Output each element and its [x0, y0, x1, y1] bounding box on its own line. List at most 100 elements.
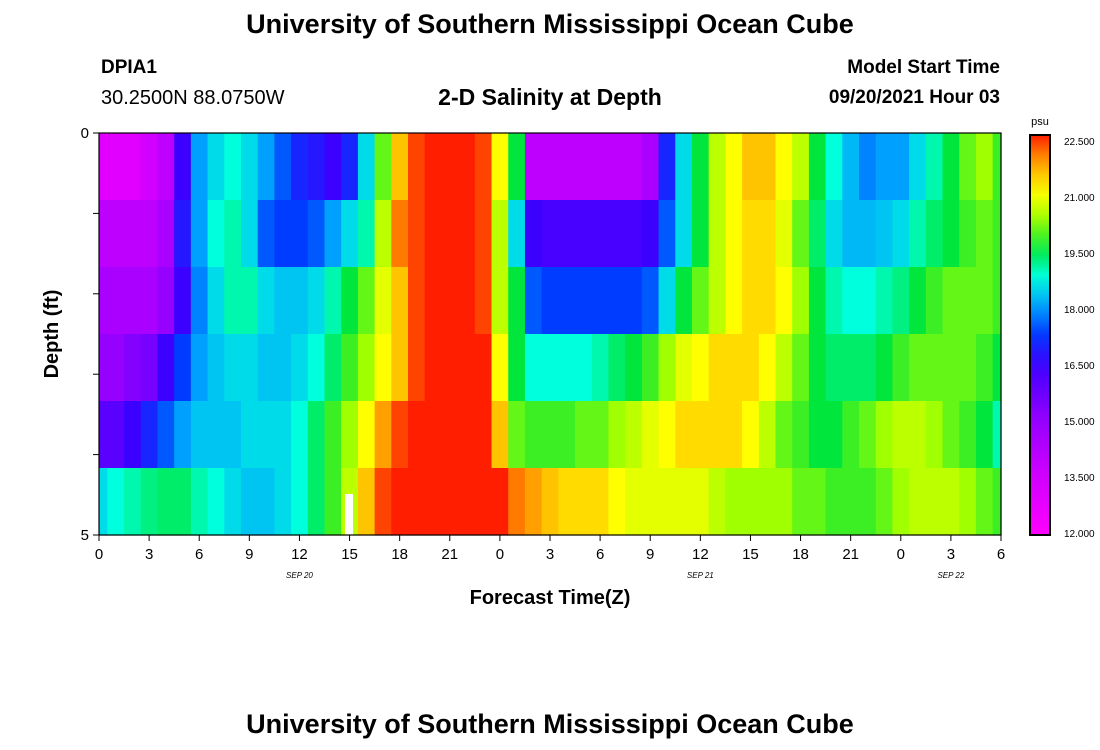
heatmap-cell: [524, 133, 543, 201]
heatmap-cell: [775, 200, 793, 268]
heatmap-cell: [458, 334, 476, 402]
heatmap-cell: [691, 133, 710, 201]
heatmap-cell: [591, 401, 610, 469]
heatmap-cell: [725, 468, 743, 536]
heatmap-cell: [140, 334, 159, 402]
heatmap-cell: [575, 267, 593, 335]
heatmap-cell: [975, 468, 994, 536]
heatmap-cell: [508, 468, 526, 536]
heatmap-cell: [942, 468, 960, 536]
heatmap-cell: [224, 267, 242, 335]
x-axis: 0 3 6 9 12 15 18 21 0 3 6 9 12 15 18 21 0 3 6 SEP 20 SEP 21 S…: [95, 535, 1005, 580]
heatmap-cell: [374, 267, 392, 335]
heatmap-cell: [808, 468, 827, 536]
heatmap-cell: [474, 334, 493, 402]
x-tick-label: 0: [95, 546, 103, 563]
heatmap-cell: [224, 401, 242, 469]
heatmap-cell: [291, 267, 309, 335]
heatmap-cell: [625, 133, 643, 201]
y-tick-label: 0: [81, 125, 89, 142]
heatmap-cell: [909, 334, 927, 402]
heatmap-cell: [892, 468, 910, 536]
heatmap-cell: [99, 334, 108, 402]
heatmap-cell: [124, 267, 142, 335]
heatmap-cell: [157, 200, 175, 268]
heatmap-cell: [842, 200, 860, 268]
heatmap-cell: [558, 200, 576, 268]
x-tick-label: 9: [646, 546, 654, 563]
x-tick-label: 12: [291, 546, 308, 563]
heatmap-cell: [524, 334, 543, 402]
heatmap-cell: [441, 200, 459, 268]
heatmap-cell: [775, 401, 793, 469]
heatmap-cell: [124, 401, 142, 469]
heatmap-cell: [190, 401, 209, 469]
heatmap-cell: [591, 468, 610, 536]
x-date-label: SEP 20: [286, 571, 313, 580]
heatmap-cell: [925, 401, 944, 469]
heatmap-cell: [307, 334, 326, 402]
heatmap-cell: [575, 401, 593, 469]
heatmap-cell: [825, 133, 843, 201]
heatmap-cell: [959, 267, 977, 335]
heatmap-cell: [508, 334, 526, 402]
heatmap-cell: [174, 401, 192, 469]
heatmap-cell: [157, 133, 175, 201]
heatmap-cell: [524, 267, 543, 335]
heatmap-cell: [357, 133, 376, 201]
heatmap-cell: [708, 267, 726, 335]
heatmap-cell: [391, 200, 409, 268]
heatmap-cell: [658, 200, 676, 268]
heatmap-cell: [859, 267, 877, 335]
heatmap-cell: [608, 334, 626, 402]
heatmap-cell: [257, 200, 275, 268]
heatmap-cell: [691, 334, 710, 402]
heatmap-cell: [775, 468, 793, 536]
heatmap-cell: [224, 133, 242, 201]
heatmap-cell: [374, 200, 392, 268]
heatmap-cell: [190, 200, 209, 268]
heatmap-cell: [207, 267, 225, 335]
heatmap-cell: [558, 267, 576, 335]
y-axis-label: Depth (ft): [41, 290, 63, 379]
x-tick-label: 0: [897, 546, 905, 563]
heatmap-cell: [324, 267, 342, 335]
heatmap-cell: [758, 200, 777, 268]
heatmap-cell: [959, 468, 977, 536]
y-tick-label: 5: [81, 527, 89, 544]
heatmap-cell: [341, 334, 359, 402]
heatmap-cell: [975, 401, 994, 469]
heatmap-cell: [307, 200, 326, 268]
heatmap-cell: [324, 200, 342, 268]
heatmap-cell: [174, 334, 192, 402]
heatmap-cell: [307, 468, 326, 536]
heatmap-cell: [424, 334, 443, 402]
heatmap-cell: [99, 200, 108, 268]
heatmap-cell: [658, 267, 676, 335]
heatmap-cell: [424, 133, 443, 201]
heatmap-cell: [124, 133, 142, 201]
model-start-time: 09/20/2021 Hour 03: [828, 87, 1000, 108]
heatmap-cell: [341, 133, 359, 201]
heatmap-cell: [240, 200, 259, 268]
heatmap-cell: [374, 401, 392, 469]
heatmap-cell: [575, 468, 593, 536]
heatmap-cell: [491, 334, 509, 402]
x-tick-label: 21: [441, 546, 458, 563]
heatmap-cell: [758, 334, 777, 402]
colorbar-legend: psu 22.500 21.000 19.500 18.000 16.500 15.000…: [1029, 116, 1095, 540]
heatmap-cell: [508, 267, 526, 335]
heatmap-cell: [742, 334, 760, 402]
heatmap-cell: [240, 468, 259, 536]
heatmap-cell: [508, 401, 526, 469]
heatmap-cell: [408, 468, 426, 536]
heatmap-cell: [257, 468, 275, 536]
heatmap-cell: [875, 200, 894, 268]
x-tick-label: 15: [341, 546, 358, 563]
heatmap-cell: [124, 200, 142, 268]
station-coords: 30.2500N 88.0750W: [101, 87, 285, 109]
heatmap-cell: [524, 200, 543, 268]
heatmap-cell: [591, 267, 610, 335]
heatmap-cell: [357, 334, 376, 402]
x-tick-label: 6: [195, 546, 203, 563]
